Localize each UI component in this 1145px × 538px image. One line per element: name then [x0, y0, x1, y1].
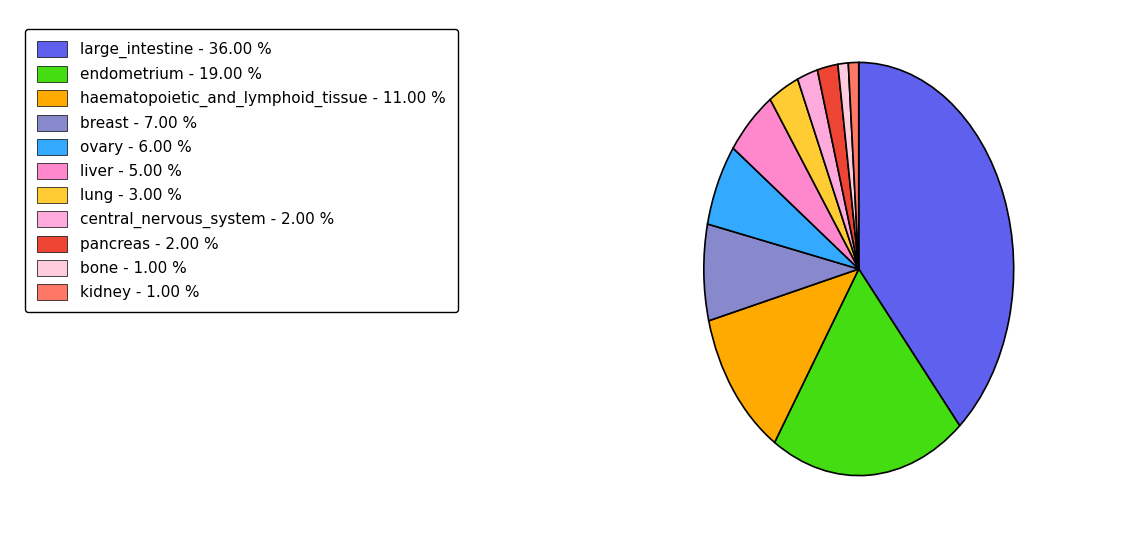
- Wedge shape: [774, 269, 960, 476]
- Wedge shape: [859, 62, 1013, 426]
- Wedge shape: [771, 79, 859, 269]
- Wedge shape: [818, 65, 859, 269]
- Wedge shape: [704, 224, 859, 321]
- Wedge shape: [848, 62, 859, 269]
- Legend: large_intestine - 36.00 %, endometrium - 19.00 %, haematopoietic_and_lymphoid_ti: large_intestine - 36.00 %, endometrium -…: [24, 29, 458, 312]
- Wedge shape: [709, 269, 859, 442]
- Wedge shape: [733, 100, 859, 269]
- Wedge shape: [838, 63, 859, 269]
- Wedge shape: [798, 70, 859, 269]
- Wedge shape: [708, 148, 859, 269]
